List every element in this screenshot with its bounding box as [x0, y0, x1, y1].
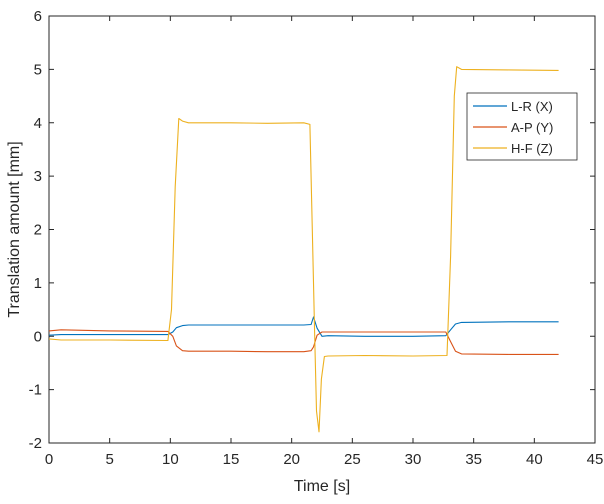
y-tick-label: 0	[34, 328, 42, 345]
x-tick-label: 25	[344, 451, 361, 468]
y-tick-label: -1	[29, 382, 42, 399]
y-tick-label: 6	[34, 8, 42, 25]
x-tick-label: 5	[105, 451, 113, 468]
legend-label-lr: L-R (X)	[511, 99, 553, 114]
legend: L-R (X) A-P (Y) H-F (Z)	[466, 92, 578, 161]
y-axis-title: Translation amount [mm]	[6, 141, 23, 317]
y-tick-label: 2	[34, 222, 42, 239]
x-tick-label: 45	[587, 451, 604, 468]
legend-label-ap: A-P (Y)	[511, 120, 553, 135]
x-axis-title: Time [s]	[294, 478, 350, 495]
series-line-2	[48, 66, 559, 433]
series-line-0	[48, 316, 559, 337]
y-tick-label: 4	[34, 115, 42, 132]
x-tick-label: 40	[526, 451, 543, 468]
plot-area	[48, 15, 596, 444]
x-tick-label: 20	[283, 451, 300, 468]
y-ticks: -2 -1 0 1 2 3 4 5 6	[29, 8, 595, 452]
x-tick-label: 0	[45, 451, 53, 468]
legend-label-hf: H-F (Z)	[511, 141, 553, 156]
series-line-1	[48, 329, 559, 355]
y-tick-label: 5	[34, 61, 42, 78]
x-ticks: 0 5 10 15 20 25 30 35 40 45	[45, 16, 604, 468]
x-tick-label: 15	[223, 451, 240, 468]
y-tick-label: 3	[34, 168, 42, 185]
series-layer	[48, 66, 559, 433]
x-tick-label: 10	[162, 451, 179, 468]
y-tick-label: -2	[29, 435, 42, 452]
y-tick-label: 1	[34, 275, 42, 292]
x-tick-label: 35	[465, 451, 482, 468]
x-tick-label: 30	[405, 451, 422, 468]
